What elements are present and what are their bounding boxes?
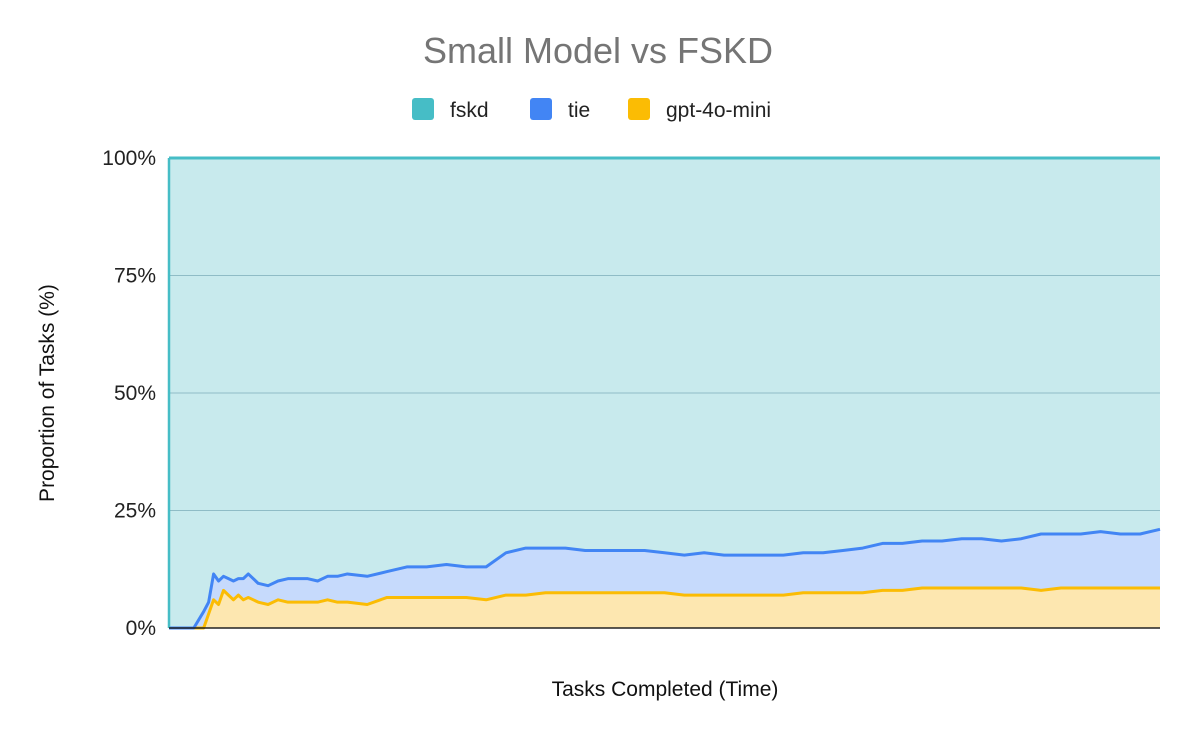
legend-swatch-fskd (412, 98, 434, 120)
legend-swatch-gpt-4o-mini (628, 98, 650, 120)
y-tick-label: 75% (114, 265, 156, 288)
legend-label-tie: tie (568, 99, 590, 122)
y-axis-label: Proportion of Tasks (%) (36, 284, 59, 502)
legend-swatch-tie (530, 98, 552, 120)
line-tie (169, 527, 1161, 630)
series-lines (167, 156, 1161, 630)
x-axis-label: Tasks Completed (Time) (552, 678, 779, 701)
y-tick-label: 0% (126, 617, 156, 640)
line-gpt-4o-mini (169, 586, 1160, 630)
y-tick-label: 100% (102, 147, 156, 170)
area-tie (169, 529, 1160, 628)
y-tick-label: 50% (114, 382, 156, 405)
legend: fskd tie gpt-4o-mini (412, 98, 771, 122)
chart-title: Small Model vs FSKD (423, 30, 773, 71)
legend-label-gpt-4o-mini: gpt-4o-mini (666, 99, 771, 122)
y-tick-labels: 0% 25% 50% 75% 100% (102, 147, 156, 640)
legend-label-fskd: fskd (450, 99, 489, 122)
y-tick-label: 25% (114, 500, 156, 523)
